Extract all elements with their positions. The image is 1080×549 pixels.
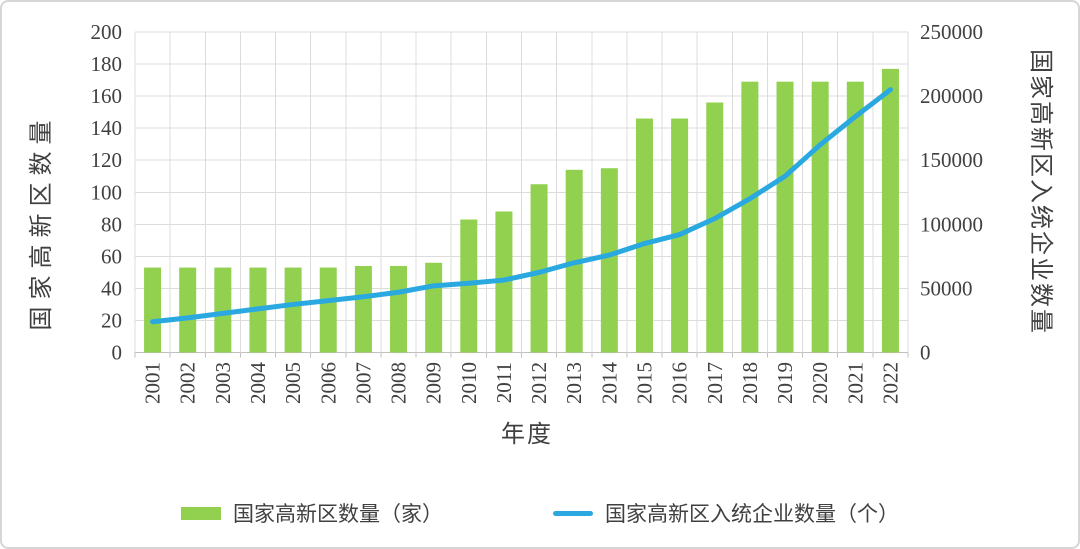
- x-category-label: 2014: [597, 362, 621, 405]
- x-category-label: 2013: [562, 362, 586, 404]
- bar-2010: [460, 219, 478, 353]
- x-category-label: 2015: [632, 362, 656, 404]
- bar-2020: [811, 81, 829, 353]
- x-category-label: 2016: [668, 362, 692, 404]
- left-tick-label: 40: [101, 276, 122, 300]
- bar-2006: [319, 267, 337, 353]
- right-tick-label: 50000: [920, 276, 973, 300]
- bar-2015: [635, 118, 653, 353]
- x-category-label: 2010: [457, 362, 481, 404]
- bar-2012: [530, 184, 548, 353]
- left-tick-label: 160: [91, 84, 123, 108]
- right-axis-title: 国家高新区入统企业数量: [1027, 49, 1053, 335]
- x-category-label: 2019: [773, 362, 797, 404]
- bar-2014: [600, 168, 618, 353]
- bar-2009: [425, 262, 443, 353]
- right-tick-label: 150000: [920, 148, 983, 172]
- x-category-label: 2018: [738, 362, 762, 404]
- x-category-label: 2020: [808, 362, 832, 404]
- left-tick-label: 100: [91, 180, 123, 204]
- legend: 国家高新区数量（家） 国家高新区入统企业数量（个）: [2, 498, 1078, 528]
- bar-2001: [144, 267, 162, 353]
- left-tick-label: 60: [101, 244, 122, 268]
- left-tick-label: 140: [91, 116, 123, 140]
- x-axis-title: 年度: [501, 422, 553, 448]
- bar-2017: [706, 102, 724, 353]
- left-tick-label: 20: [101, 308, 122, 332]
- x-category-label: 2009: [422, 362, 446, 404]
- x-category-label: 2005: [281, 362, 305, 404]
- legend-bar-swatch: [181, 506, 221, 520]
- legend-line-swatch: [553, 510, 593, 516]
- right-tick-label: 250000: [920, 20, 983, 44]
- left-tick-label: 80: [101, 212, 122, 236]
- right-tick-label: 0: [920, 341, 931, 365]
- left-tick-label: 120: [91, 148, 123, 172]
- x-category-label: 2002: [176, 362, 200, 404]
- x-category-label: 2006: [316, 362, 340, 404]
- bar-2003: [214, 267, 232, 353]
- x-category-label: 2004: [246, 362, 270, 405]
- legend-item-zones: 国家高新区数量（家）: [181, 498, 443, 528]
- bar-2021: [846, 81, 864, 353]
- bar-2018: [741, 81, 759, 353]
- left-tick-label: 180: [91, 52, 123, 76]
- bar-2008: [390, 265, 408, 353]
- x-category-label: 2012: [527, 362, 551, 404]
- bar-2007: [354, 265, 372, 353]
- legend-line-label: 国家高新区入统企业数量（个）: [605, 502, 899, 526]
- x-category-label: 2011: [492, 362, 516, 403]
- x-category-label: 2017: [703, 362, 727, 404]
- left-axis-title: 国家高新区数量: [29, 113, 55, 331]
- bar-2002: [179, 267, 197, 353]
- bar-2005: [284, 267, 302, 353]
- enterprise-line: [150, 87, 893, 325]
- left-tick-label: 0: [112, 341, 123, 365]
- x-category-label: 2001: [141, 362, 165, 404]
- x-category-label: 2003: [211, 362, 235, 404]
- x-category-label: 2021: [843, 362, 867, 404]
- x-category-label: 2022: [878, 362, 902, 404]
- right-tick-label: 100000: [920, 212, 983, 236]
- bar-2019: [776, 81, 794, 353]
- x-category-label: 2007: [351, 362, 375, 404]
- legend-item-enterprises: 国家高新区入统企业数量（个）: [553, 498, 899, 528]
- legend-bar-label: 国家高新区数量（家）: [233, 502, 443, 526]
- x-category-label: 2008: [387, 362, 411, 404]
- left-tick-label: 200: [91, 20, 123, 44]
- bar-2022: [881, 68, 899, 353]
- right-tick-label: 200000: [920, 84, 983, 108]
